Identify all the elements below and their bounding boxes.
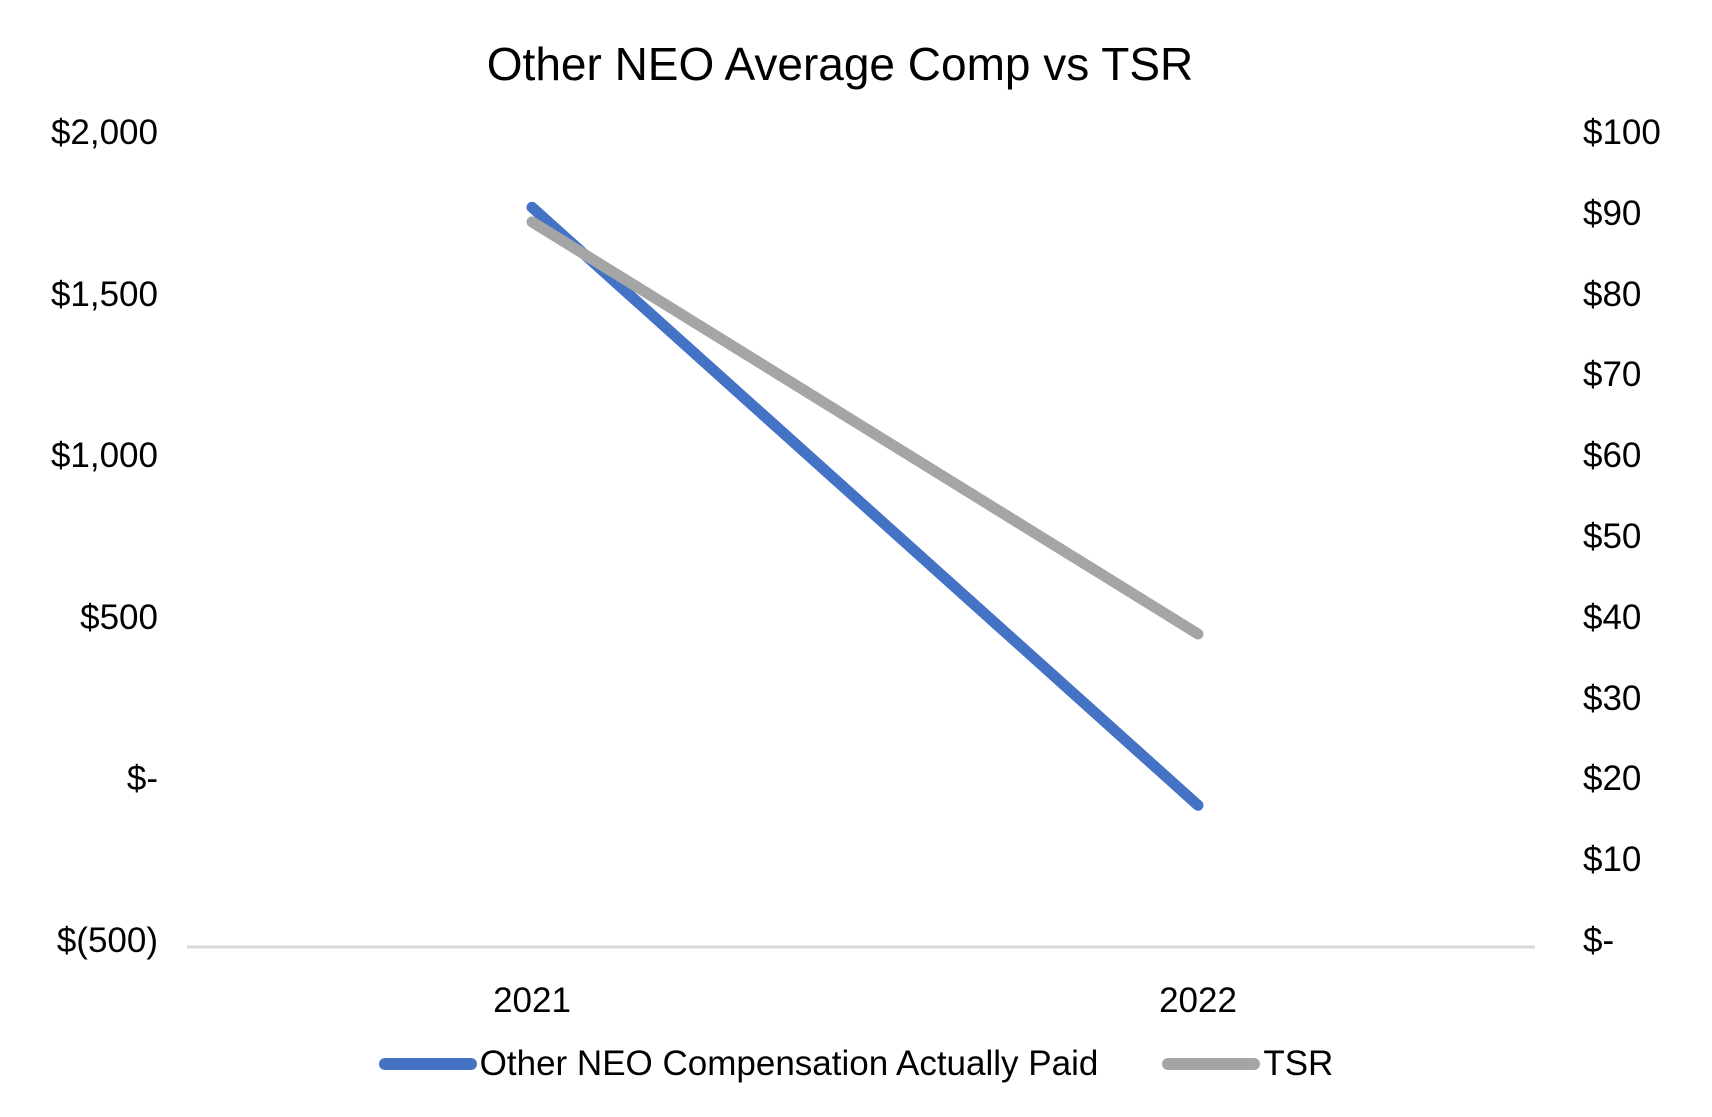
- x-axis-label: 2021: [493, 981, 571, 1020]
- right-axis-tick-label: $100: [1583, 113, 1661, 152]
- left-axis-tick-label: $(500): [56, 921, 158, 960]
- chart-title: Other NEO Average Comp vs TSR: [486, 38, 1194, 90]
- right-axis-tick-label: $40: [1583, 597, 1642, 637]
- right-axis-tick-label: $50: [1583, 517, 1642, 556]
- right-axis-tick-label: $80: [1583, 274, 1642, 314]
- series-line-other-neo-compensation-actually-paid: [526, 201, 1204, 811]
- x-axis-label: 2022: [1159, 981, 1237, 1020]
- right-axis-tick-label: $90: [1583, 193, 1642, 233]
- right-axis-tick-label: $10: [1583, 840, 1642, 880]
- right-axis-tick-label: $-: [1583, 921, 1615, 960]
- left-axis-tick-label: $1,500: [50, 274, 158, 314]
- legend-line-marker: [378, 1058, 477, 1070]
- legend-label: Other NEO Compensation Actually Paid: [479, 1044, 1099, 1083]
- legend-item-other-neo-compensation-actually-paid: Other NEO Compensation Actually Paid: [378, 1044, 1099, 1084]
- right-axis-tick-label: $70: [1583, 355, 1642, 395]
- left-axis-tick-label: $-: [126, 759, 158, 799]
- left-axis-tick-label: $1,000: [50, 436, 158, 476]
- legend-line-marker: [1162, 1058, 1261, 1070]
- right-axis-tick-label: $20: [1583, 759, 1642, 799]
- left-axis-tick-label: $500: [80, 597, 158, 637]
- right-axis-tick-label: $60: [1583, 436, 1642, 476]
- legend-label: TSR: [1263, 1044, 1334, 1083]
- legend-item-tsr: TSR: [1162, 1044, 1333, 1084]
- right-axis-tick-label: $30: [1583, 678, 1642, 718]
- legend: Other NEO Compensation Actually Paid TSR: [0, 1036, 1712, 1092]
- series-line-tsr: [526, 216, 1204, 640]
- left-axis-tick-label: $2,000: [50, 113, 158, 152]
